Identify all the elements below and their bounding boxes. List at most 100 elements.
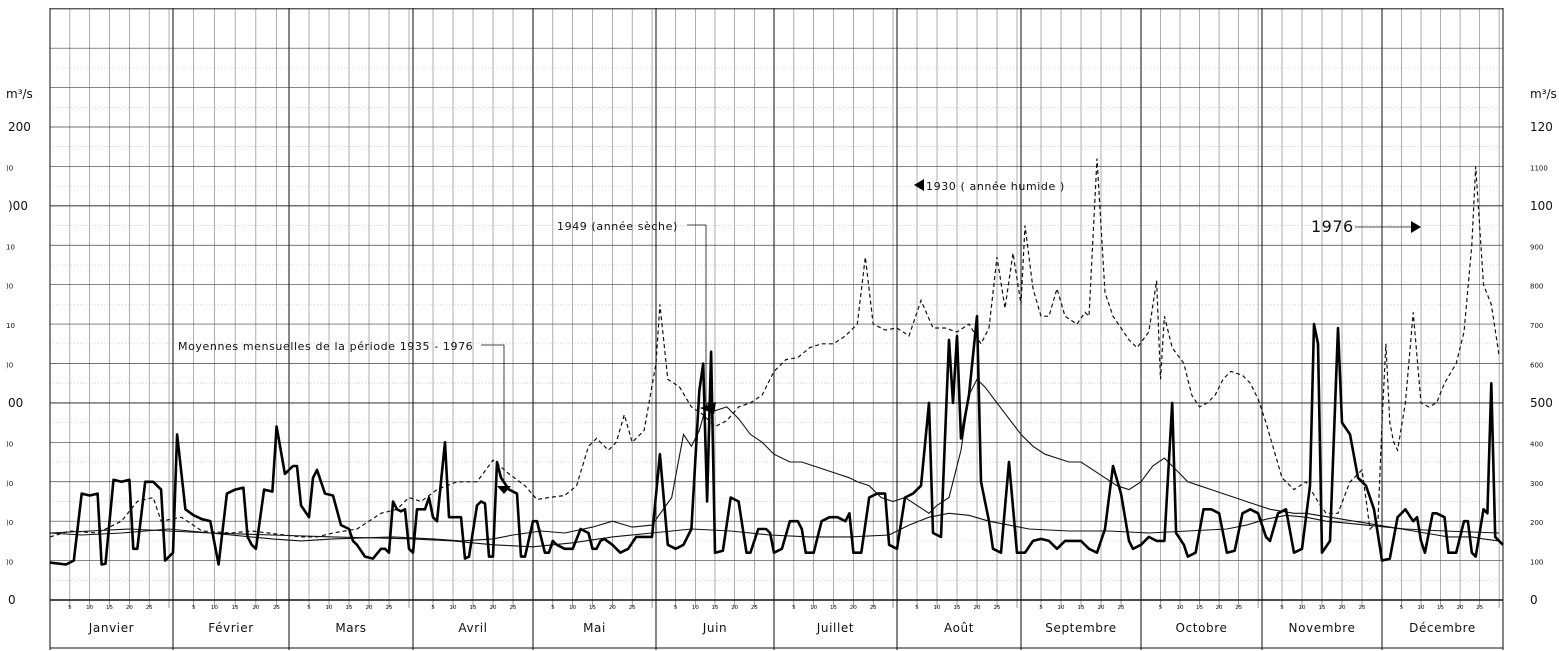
- month-label: Décembre: [1409, 621, 1476, 635]
- day-tick-label: 15: [589, 605, 596, 611]
- month-label: Avril: [458, 621, 487, 635]
- y-tick-label-left: )00: [8, 199, 28, 213]
- day-tick-label: 25: [1235, 605, 1242, 611]
- y-tick-label-left: 0: [8, 593, 16, 607]
- day-tick-label: 5: [1400, 605, 1404, 611]
- day-tick-label: 10: [1418, 605, 1425, 611]
- y-tick-label-left: 10: [6, 322, 15, 330]
- annotation-1976: 1976: [1311, 217, 1354, 236]
- day-tick-label: 20: [974, 605, 981, 611]
- leader-1949: [687, 224, 707, 402]
- y-tick-label-right: 600: [1530, 362, 1543, 370]
- day-tick-label: 20: [252, 605, 259, 611]
- month-label: Février: [208, 621, 254, 635]
- day-tick-label: 15: [346, 605, 353, 611]
- y-tick-label-right: 300: [1530, 480, 1543, 488]
- day-tick-label: 5: [192, 605, 196, 611]
- month-label: Janvier: [88, 621, 134, 635]
- day-tick-label: 10: [211, 605, 218, 611]
- day-tick-label: 10: [1177, 605, 1184, 611]
- annotations: Moyennes mensuelles de la période 1935 -…: [178, 179, 1421, 494]
- month-label: Mars: [335, 621, 366, 635]
- day-tick-label: 10: [810, 605, 817, 611]
- y-tick-label-right: 1100: [1530, 164, 1548, 172]
- day-tick-label: 15: [1319, 605, 1326, 611]
- y-tick-label-right: 100: [1530, 199, 1553, 213]
- day-tick-label: 25: [146, 605, 153, 611]
- day-tick-label: 5: [68, 605, 72, 611]
- y-tick-label-right: 120: [1530, 120, 1553, 134]
- series-line-1976: [49, 314, 1504, 566]
- left-unit-label: m³/s: [6, 87, 33, 101]
- day-tick-label: 20: [1216, 605, 1223, 611]
- day-tick-label: 5: [1039, 605, 1043, 611]
- y-tick-label-right: 800: [1530, 283, 1543, 291]
- month-label: Octobre: [1176, 621, 1228, 635]
- month-label: Septembre: [1045, 621, 1116, 635]
- y-tick-label-left: 00: [8, 396, 23, 410]
- y-tick-label-right: 700: [1530, 322, 1543, 330]
- day-tick-label: 25: [1476, 605, 1483, 611]
- day-tick-label: 15: [232, 605, 239, 611]
- day-tick-label: 25: [751, 605, 758, 611]
- day-tick-label: 25: [510, 605, 517, 611]
- minor-grid: [50, 8, 1503, 608]
- y-tick-label-left: )0: [6, 559, 13, 567]
- right-unit-label: m³/s: [1530, 87, 1557, 101]
- axis-layer: m³/s m³/s 0)0)0)0)0 00)0 10)0 10)00)0 200 0 10…: [6, 87, 1557, 607]
- day-tick-label: 20: [1457, 605, 1464, 611]
- day-tick-label: 10: [86, 605, 93, 611]
- arrow-1949: [700, 402, 716, 414]
- day-tick-label: 15: [1437, 605, 1444, 611]
- leader-moyennes: [481, 344, 505, 482]
- day-tick-label: 10: [450, 605, 457, 611]
- y-tick-label-left: )0: [6, 283, 13, 291]
- day-tick-label: 15: [470, 605, 477, 611]
- month-label: Mai: [583, 621, 606, 635]
- day-tick-label: 15: [954, 605, 961, 611]
- day-tick-label: 5: [915, 605, 919, 611]
- day-tick-label: 20: [850, 605, 857, 611]
- day-tick-label: 5: [792, 605, 796, 611]
- day-tick-label: 25: [629, 605, 636, 611]
- annotation-1949: 1949 (année sèche): [557, 220, 678, 233]
- day-tick-label: 10: [692, 605, 699, 611]
- y-tick-label-left: )0: [6, 480, 13, 488]
- y-tick-label-left: )0: [6, 362, 13, 370]
- month-label: Novembre: [1289, 621, 1356, 635]
- y-tick-label-right: 0: [1530, 593, 1538, 607]
- y-tick-label-left: )0: [6, 519, 13, 527]
- day-tick-label: 20: [490, 605, 497, 611]
- day-tick-label: 20: [126, 605, 133, 611]
- major-grid: [49, 8, 1504, 650]
- y-tick-label-right: 200: [1530, 519, 1543, 527]
- month-label: Juin: [702, 621, 727, 635]
- y-tick-label-left: )0: [6, 440, 13, 448]
- y-tick-label-left: 200: [8, 120, 31, 134]
- series-line-1930: [49, 158, 1500, 538]
- day-tick-label: 20: [1339, 605, 1346, 611]
- day-tick-label: 15: [106, 605, 113, 611]
- day-tick-label: 25: [1359, 605, 1366, 611]
- month-label: Juillet: [816, 621, 854, 635]
- day-tick-label: 10: [326, 605, 333, 611]
- day-tick-label: 10: [934, 605, 941, 611]
- y-tick-label-right: 100: [1530, 559, 1543, 567]
- day-tick-label: 15: [1196, 605, 1203, 611]
- day-tick-label: 5: [674, 605, 678, 611]
- y-tick-label-right: 500: [1530, 396, 1553, 410]
- day-tick-label: 5: [431, 605, 435, 611]
- day-tick-label: 25: [1118, 605, 1125, 611]
- day-tick-label: 15: [712, 605, 719, 611]
- month-axis: Janvier 5 10 15 20 25 Février 5 10 15 20 25 Mars 5 10 1…: [68, 605, 1483, 635]
- day-tick-label: 5: [1280, 605, 1284, 611]
- day-tick-label: 5: [551, 605, 555, 611]
- day-tick-label: 20: [731, 605, 738, 611]
- y-tick-label-right: 900: [1530, 243, 1543, 251]
- annotation-1930: 1930 ( année humide ): [926, 180, 1065, 193]
- day-tick-label: 15: [830, 605, 837, 611]
- day-tick-label: 25: [994, 605, 1001, 611]
- arrow-1930: [914, 179, 924, 191]
- day-tick-label: 10: [569, 605, 576, 611]
